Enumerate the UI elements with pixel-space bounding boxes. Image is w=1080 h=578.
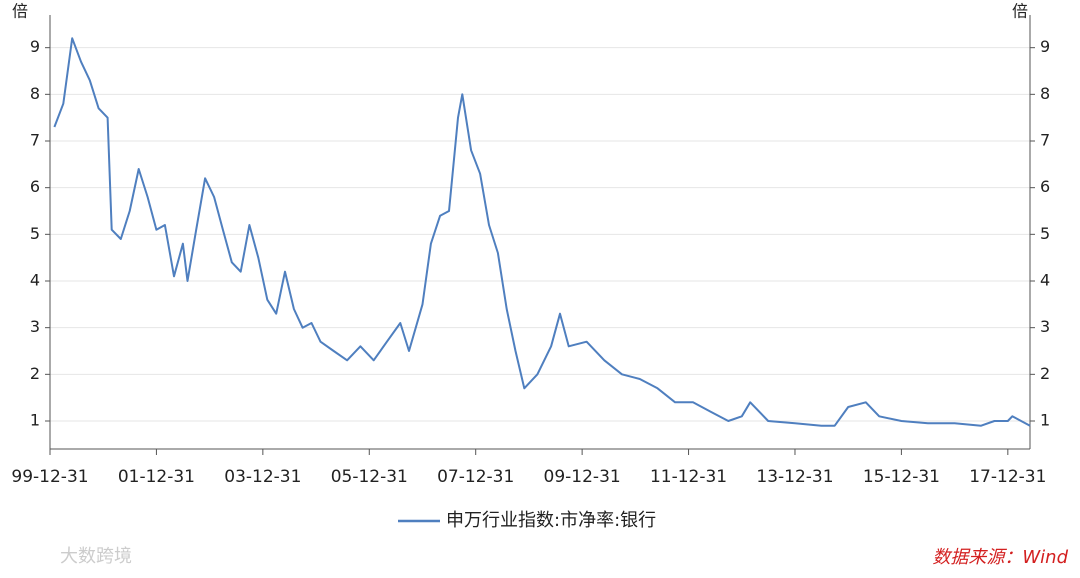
y-tick-label: 4 [30, 271, 40, 290]
x-tick-label: 99-12-31 [11, 467, 88, 487]
y2-tick-label: 9 [1040, 37, 1050, 56]
y-unit: 倍 [12, 2, 28, 21]
y-tick-label: 1 [30, 411, 40, 430]
x-tick-label: 03-12-31 [224, 467, 301, 487]
source: 数据来源：Wind [932, 547, 1068, 568]
legend-label: 申万行业指数:市净率:银行 [446, 510, 656, 531]
y-tick-label: 5 [30, 224, 40, 243]
y2-tick-label: 5 [1040, 224, 1050, 243]
y-tick-label: 9 [30, 37, 40, 56]
series-line [53, 37, 1031, 427]
y-tick-label: 8 [30, 84, 40, 103]
x-tick-label: 17-12-31 [969, 467, 1046, 487]
x-tick-label: 01-12-31 [118, 467, 195, 487]
y-tick-label: 6 [30, 177, 40, 196]
y-tick-label: 3 [30, 317, 40, 336]
y2-tick-label: 6 [1040, 177, 1050, 196]
y2-unit: 倍 [1012, 2, 1028, 21]
y2-tick-label: 8 [1040, 84, 1050, 103]
y2-tick-label: 2 [1040, 364, 1050, 383]
x-tick-label: 07-12-31 [437, 467, 514, 487]
y2-tick-label: 3 [1040, 317, 1050, 336]
y-tick-label: 2 [30, 364, 40, 383]
x-tick-label: 05-12-31 [331, 467, 408, 487]
x-tick-label: 15-12-31 [863, 467, 940, 487]
x-tick-label: 11-12-31 [650, 467, 727, 487]
y2-tick-label: 4 [1040, 271, 1050, 290]
y2-tick-label: 1 [1040, 411, 1050, 430]
y2-tick-label: 7 [1040, 131, 1050, 150]
x-tick-label: 13-12-31 [756, 467, 833, 487]
y-tick-label: 7 [30, 131, 40, 150]
watermark: 大数跨境 [60, 546, 132, 567]
x-tick-label: 09-12-31 [544, 467, 621, 487]
